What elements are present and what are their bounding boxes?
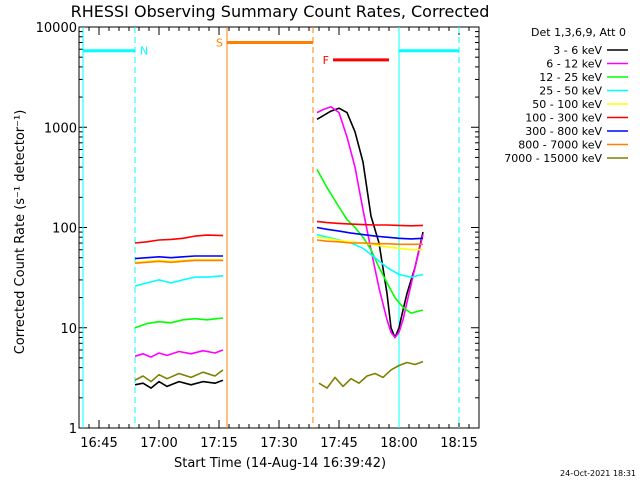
series-line: [316, 233, 424, 278]
x-tick-label: 17:15: [200, 436, 237, 451]
series-line: [134, 258, 223, 264]
series-line: [134, 379, 224, 389]
y-tick-label: 1: [69, 422, 77, 437]
series-line: [134, 234, 224, 244]
legend-entry-label: 100 - 300 keV: [525, 112, 602, 125]
legend-entry-label: 7000 - 15000 keV: [504, 152, 602, 165]
footer-timestamp: 24-Oct-2021 18:31: [560, 469, 636, 478]
legend-entry-label: 3 - 6 keV: [553, 44, 602, 57]
legend-entry-label: 300 - 800 keV: [525, 125, 602, 138]
legend-entry-label: 800 - 7000 keV: [518, 139, 602, 152]
legend-entry-label: 25 - 50 keV: [539, 85, 602, 98]
series-line: [316, 106, 424, 339]
legend-entry-label: 6 - 12 keV: [546, 58, 602, 71]
x-tick-label: 17:00: [140, 436, 177, 451]
mode-flag-label: F: [323, 54, 329, 67]
legend-entry-label: 12 - 25 keV: [539, 71, 602, 84]
mode-flag-label: N: [140, 45, 148, 58]
series-line: [134, 275, 224, 287]
series-line: [134, 255, 223, 260]
y-tick-label: 10000: [36, 21, 77, 36]
y-tick-label: 1000: [44, 121, 77, 136]
y-tick-label: 10: [60, 322, 77, 337]
y-tick-label: 100: [52, 222, 77, 237]
series-line: [134, 317, 224, 329]
legend-entry-label: 50 - 100 keV: [532, 98, 602, 111]
x-axis-label: Start Time (14-Aug-14 16:39:42): [174, 456, 386, 471]
mode-flag-label: S: [216, 37, 223, 50]
series-line: [316, 226, 424, 240]
chart-title: RHESSI Observing Summary Count Rates, Co…: [71, 2, 490, 21]
series-line: [134, 259, 223, 264]
x-tick-label: 16:45: [80, 436, 117, 451]
plot-area: 16:45 17:00 17:15 17:30 17:45 18:00 18:15 1 10 10…: [36, 21, 480, 451]
x-tick-label: 17:45: [320, 436, 357, 451]
series-line: [316, 220, 424, 227]
series-line: [318, 360, 424, 389]
series-line: [316, 169, 424, 314]
y-axis-label: Corrected Count Rate (s⁻¹ detector⁻¹): [13, 110, 28, 355]
series-line: [134, 349, 224, 358]
x-tick-label: 18:00: [380, 436, 417, 451]
series-line: [134, 369, 224, 383]
series-line: [316, 239, 423, 246]
x-tick-label: 17:30: [260, 436, 297, 451]
legend-header: Det 1,3,6,9, Att 0: [531, 26, 626, 39]
x-tick-label: 18:15: [440, 436, 477, 451]
